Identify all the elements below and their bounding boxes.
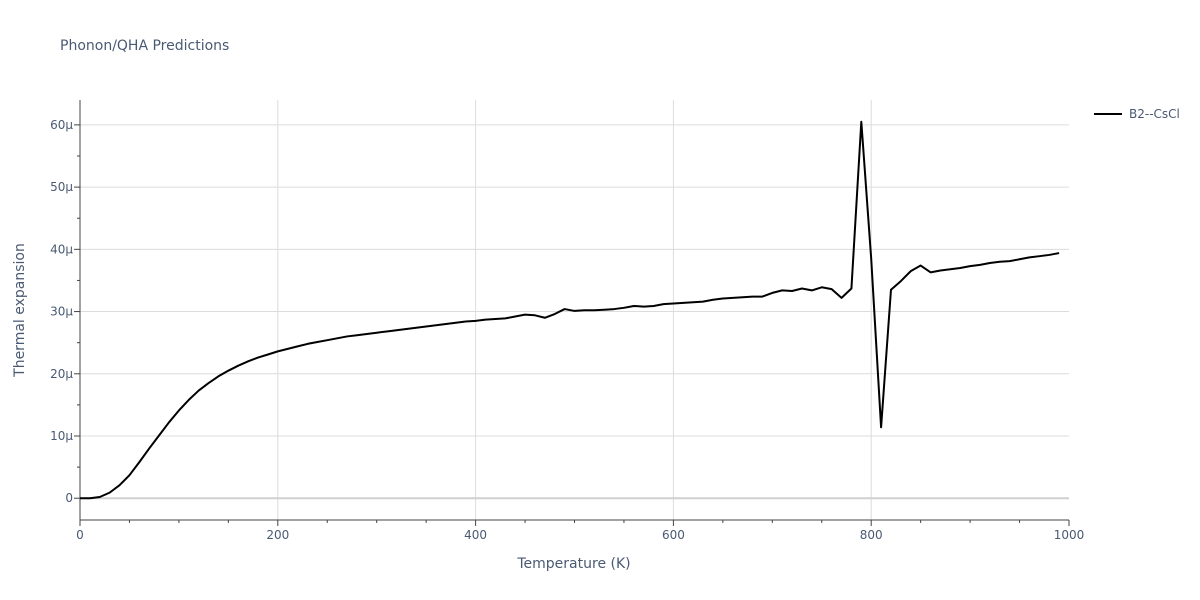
series-layer — [80, 120, 1060, 500]
x-tick-label: 600 — [662, 528, 685, 542]
x-tick-label: 800 — [860, 528, 883, 542]
y-tick-label: 30μ — [50, 305, 73, 319]
legend[interactable]: B2--CsCl — [1094, 107, 1180, 121]
x-axis-label: Temperature (K) — [516, 556, 630, 572]
axes: 0 200 400 600 800 1000 0 10μ 20μ 30μ 40μ 50μ 60μ — [50, 100, 1084, 542]
series-line-b2-cscl[interactable] — [80, 120, 1060, 500]
chart-title: Phonon/QHA Predictions — [60, 38, 229, 54]
y-axis-label: Thermal expansion — [12, 243, 28, 378]
y-tick-label: 50μ — [50, 180, 73, 194]
x-tick-label: 400 — [464, 528, 487, 542]
x-tick-label: 0 — [76, 528, 84, 542]
grid — [80, 100, 1069, 520]
x-tick-label: 1000 — [1054, 528, 1085, 542]
y-tick-label: 0 — [65, 491, 73, 505]
legend-label-b2-cscl: B2--CsCl — [1129, 107, 1180, 121]
y-tick-label: 40μ — [50, 242, 73, 256]
y-tick-label: 10μ — [50, 429, 73, 443]
y-tick-label: 60μ — [50, 118, 73, 132]
x-tick-label: 200 — [266, 528, 289, 542]
y-tick-label: 20μ — [50, 367, 73, 381]
